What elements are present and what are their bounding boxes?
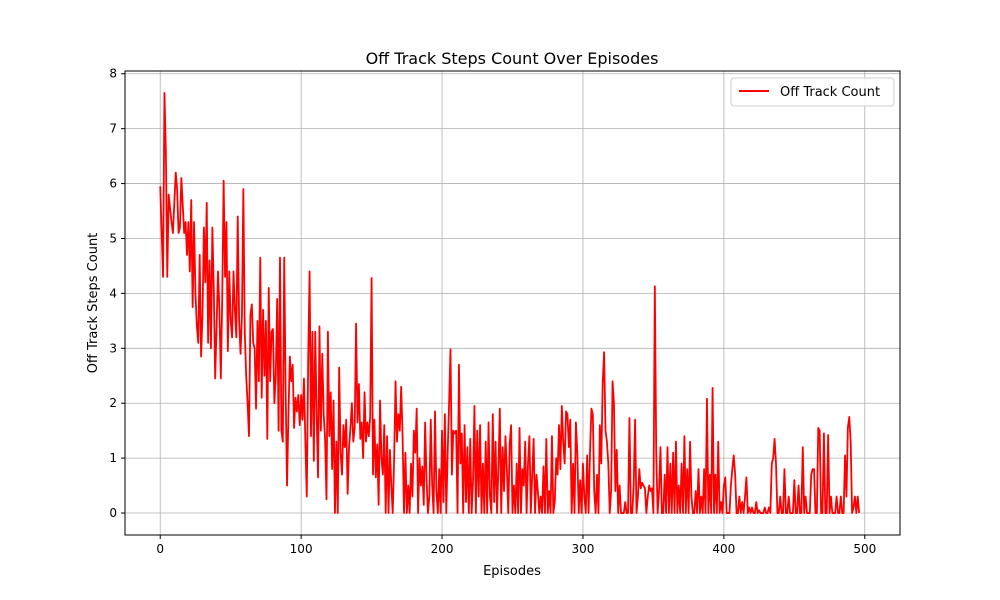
y-tick-label: 8 xyxy=(109,67,117,81)
x-tick-label: 200 xyxy=(431,542,454,556)
legend-box xyxy=(730,77,895,107)
y-tick-label: 2 xyxy=(109,396,117,410)
y-tick-label: 1 xyxy=(109,451,117,465)
plot-area-frame xyxy=(124,70,901,536)
y-axis-label: Off Track Steps Count xyxy=(86,233,101,374)
x-axis-label: Episodes xyxy=(483,564,541,579)
grid-lines xyxy=(125,71,900,535)
x-axis-ticks: 0 100 200 300 400 500 xyxy=(156,535,876,556)
y-tick-label: 4 xyxy=(109,286,117,300)
legend-entry-off-track-count: Off Track Count xyxy=(780,85,880,100)
x-tick-label: 500 xyxy=(853,542,876,556)
x-tick-label: 100 xyxy=(290,542,313,556)
series-layer xyxy=(159,92,861,514)
y-tick-label: 7 xyxy=(109,122,117,136)
x-tick-label: 300 xyxy=(572,542,595,556)
series-line-off-track-count xyxy=(159,92,861,514)
y-tick-label: 3 xyxy=(109,341,117,355)
y-tick-label: 6 xyxy=(109,177,117,191)
x-tick-label: 400 xyxy=(712,542,735,556)
x-tick-label: 0 xyxy=(156,542,164,556)
chart-title: Off Track Steps Count Over Episodes xyxy=(366,49,659,68)
y-axis-ticks: 0 1 2 3 4 5 6 7 8 xyxy=(109,67,125,520)
y-tick-label: 0 xyxy=(109,506,117,520)
y-tick-label: 5 xyxy=(109,231,117,245)
legend: Off Track Count xyxy=(730,77,895,107)
